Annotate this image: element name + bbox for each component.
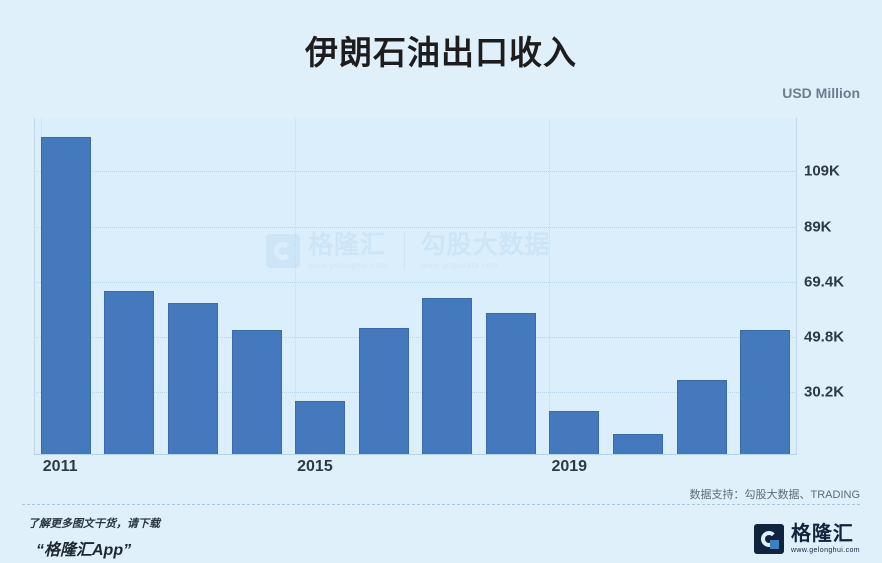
y-axis-tick-label: 30.2K (804, 383, 845, 401)
bar (740, 330, 791, 455)
y-axis-tick-label: 69.4K (804, 273, 845, 291)
gridline (34, 337, 797, 339)
bar (104, 291, 155, 455)
bar (549, 410, 600, 455)
chart-plot-area (34, 118, 797, 455)
footer-divider (22, 504, 860, 505)
brand-name: 格隆汇 (790, 523, 854, 545)
gridline (34, 282, 797, 284)
vertical-gridline (549, 118, 551, 455)
plot-background (34, 118, 797, 455)
y-axis-tick-label: 89K (804, 218, 832, 236)
promo-line-1: 了解更多图文干货，请下载 (28, 518, 160, 530)
bar (40, 136, 91, 455)
brand-text: 格隆汇 www.gelonghui.com (791, 524, 860, 554)
page-title: 伊朗石油出口收入 (305, 34, 577, 71)
x-axis-line (34, 454, 797, 455)
gridline (34, 392, 797, 394)
bar (485, 313, 536, 455)
gridline (34, 227, 797, 229)
vertical-gridline (295, 118, 297, 455)
bar (167, 303, 218, 455)
x-axis-tick-label: 2015 (297, 458, 333, 475)
source-note: 数据支持：勾股大数据、TRADING (689, 489, 861, 501)
bar (358, 328, 409, 455)
brand-url: www.gelonghui.com (790, 547, 860, 554)
gelonghui-logo-icon (753, 524, 784, 554)
bar (613, 433, 664, 455)
y-axis-right-line (796, 118, 797, 455)
bar (295, 400, 346, 455)
y-axis-tick-label: 49.8K (804, 328, 845, 346)
x-axis-tick-label: 2011 (42, 458, 78, 475)
bar (676, 380, 727, 455)
brand-logo: 格隆汇 www.gelonghui.com (753, 524, 860, 554)
bar (422, 298, 473, 455)
gridline (34, 171, 797, 173)
bar (231, 330, 282, 455)
x-axis-tick-label: 2019 (551, 458, 588, 475)
promo-line-2: “格隆汇App” (36, 542, 132, 559)
y-axis-unit-label: USD Million (782, 85, 860, 101)
y-axis-left-line (34, 118, 35, 455)
y-axis-tick-label: 109K (804, 162, 840, 180)
